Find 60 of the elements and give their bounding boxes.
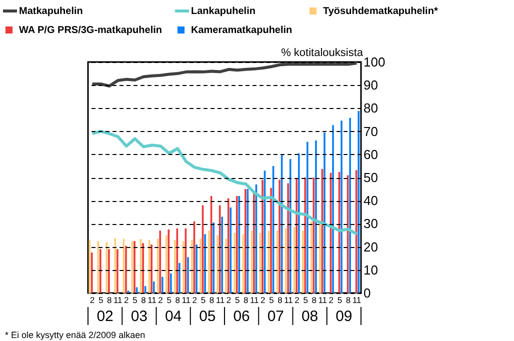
line-series bbox=[90, 130, 358, 236]
x-tick-label: 5 bbox=[269, 295, 274, 305]
text: 05 bbox=[199, 308, 216, 325]
x-tick-label: 11 bbox=[318, 295, 328, 305]
y-tick-label: 40 bbox=[364, 193, 378, 208]
y-tick-label: 50 bbox=[364, 170, 378, 185]
text: 08 bbox=[301, 308, 318, 325]
y-tick-label: 0 bbox=[364, 286, 371, 300]
x-tick-label: 5 bbox=[200, 295, 206, 305]
x-tick-label: 11 bbox=[284, 295, 294, 305]
x-tick-label: 11 bbox=[250, 295, 260, 305]
x-tick-label: 2 bbox=[158, 295, 164, 305]
x-tick-label: 2 bbox=[260, 295, 266, 305]
x-tick-label: 2 bbox=[90, 295, 95, 305]
x-tick-label: 11 bbox=[352, 295, 362, 305]
x-tick-label: 8 bbox=[278, 295, 283, 305]
text: 02 bbox=[96, 308, 114, 325]
text: 04 bbox=[164, 308, 182, 325]
text: 09 bbox=[336, 308, 352, 325]
y-tick-label: 90 bbox=[364, 78, 378, 93]
y-tick-label: 20 bbox=[364, 239, 378, 254]
x-tick-label: 8 bbox=[141, 295, 146, 305]
line-series bbox=[90, 62, 358, 88]
legend-label: Matkapuhelin bbox=[19, 6, 83, 17]
x-tick-label: 2 bbox=[226, 295, 232, 305]
x-tick-label: 11 bbox=[216, 295, 225, 305]
x-tick-label: 8 bbox=[209, 295, 214, 305]
x-tick-label: 11 bbox=[148, 295, 157, 305]
x-tick-label: 5 bbox=[166, 295, 172, 305]
text: * Ei ole kysytty enää 2/2009 alkaen bbox=[5, 330, 146, 340]
x-tick-label: 11 bbox=[182, 295, 191, 305]
x-tick-label: 8 bbox=[106, 295, 112, 305]
y-tick-label: 30 bbox=[364, 216, 378, 232]
x-tick-label: 2 bbox=[124, 295, 130, 305]
x-tick-label: 8 bbox=[175, 295, 180, 305]
legend-label: Kameramatkapuhelin bbox=[191, 25, 292, 36]
x-tick-label: 5 bbox=[303, 295, 308, 305]
x-tick-label: 2 bbox=[328, 295, 334, 305]
x-tick-label: 8 bbox=[346, 295, 351, 305]
text: 06 bbox=[233, 308, 250, 325]
x-tick-label: 8 bbox=[312, 295, 317, 305]
y-tick-label: 10 bbox=[364, 262, 378, 278]
y-axis-title: % kotitalouksista bbox=[281, 47, 364, 59]
x-tick-label: 8 bbox=[243, 295, 248, 305]
y-tick-label: 60 bbox=[364, 146, 378, 162]
legend-label: WA P/G PRS/3G-matkapuhelin bbox=[19, 25, 162, 36]
y-tick-label: 80 bbox=[364, 100, 378, 116]
x-tick-label: 5 bbox=[234, 295, 240, 305]
text: 07 bbox=[267, 308, 284, 325]
x-tick-label: 2 bbox=[294, 295, 300, 305]
text: 03 bbox=[130, 308, 148, 325]
x-tick-label: 5 bbox=[98, 295, 104, 305]
x-tick-label: 2 bbox=[192, 295, 198, 305]
legend-label: Työsuhdematkapuhelin* bbox=[323, 6, 438, 17]
x-tick-label: 11 bbox=[113, 295, 123, 305]
y-tick-label: 100 bbox=[364, 54, 386, 70]
x-tick-label: 5 bbox=[132, 295, 138, 305]
legend-label: Lankapuhelin bbox=[191, 6, 256, 17]
x-tick-label: 5 bbox=[337, 295, 342, 305]
y-tick-label: 70 bbox=[364, 124, 378, 139]
